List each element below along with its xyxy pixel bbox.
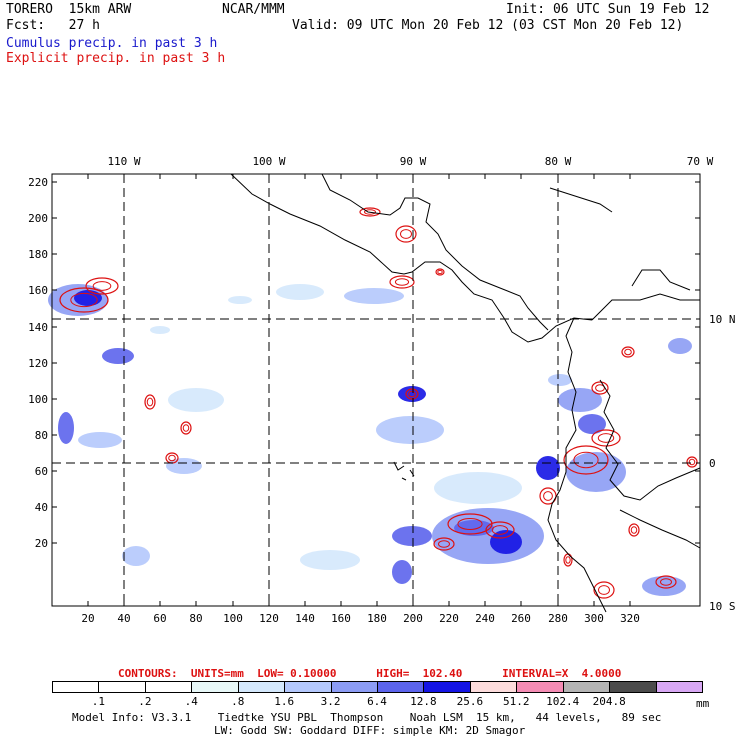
latitude-label: 10 S xyxy=(709,600,736,613)
colorbar-label: 25.6 xyxy=(456,695,484,708)
colorbar-label: .4 xyxy=(184,695,198,708)
x-tick-label: 140 xyxy=(295,612,315,625)
x-tick-label: 20 xyxy=(81,612,94,625)
colorbar-label: 3.2 xyxy=(320,695,341,708)
colorbar-label: .2 xyxy=(138,695,152,708)
y-tick-label: 20 xyxy=(35,537,48,550)
colorbar-label: 1.6 xyxy=(274,695,295,708)
colorbar-swatch xyxy=(609,681,657,693)
x-tick-label: 100 xyxy=(223,612,243,625)
longitude-label: 110 W xyxy=(107,155,140,168)
colorbar-swatch xyxy=(423,681,471,693)
cumulus-precip-shading xyxy=(48,284,692,596)
init-time: Init: 06 UTC Sun 19 Feb 12 xyxy=(506,2,710,17)
y-tick-label: 140 xyxy=(28,321,48,334)
x-tick-label: 220 xyxy=(439,612,459,625)
x-tick-label: 80 xyxy=(189,612,202,625)
y-tick-label: 180 xyxy=(28,248,48,261)
map-frame xyxy=(51,173,701,607)
colorbar-swatch xyxy=(516,681,564,693)
model-info: Model Info: V3.3.1 Tiedtke YSU PBL Thomp… xyxy=(72,711,662,724)
y-tick-label: 220 xyxy=(28,176,48,189)
longitude-label: 70 W xyxy=(687,155,714,168)
axis-ticks xyxy=(52,174,700,606)
y-tick-label: 120 xyxy=(28,357,48,370)
center-name: NCAR/MMM xyxy=(222,2,285,17)
colorbar-swatch xyxy=(191,681,239,693)
colorbar-swatch xyxy=(330,681,378,693)
y-tick-label: 40 xyxy=(35,501,48,514)
field-label-cumulus: Cumulus precip. in past 3 h xyxy=(6,36,218,51)
x-tick-label: 320 xyxy=(620,612,640,625)
x-tick-label: 300 xyxy=(584,612,604,625)
colorbar-label: 6.4 xyxy=(367,695,387,708)
colorbar-label: 51.2 xyxy=(503,695,530,708)
colorbar-swatch xyxy=(377,681,425,693)
colorbar-label: .8 xyxy=(231,695,245,708)
colorbar-label: 102.4 xyxy=(546,695,580,708)
colorbar-label: .1 xyxy=(91,695,106,708)
y-tick-label: 60 xyxy=(35,465,48,478)
forecast-hour: Fcst: 27 h xyxy=(6,18,100,33)
y-tick-label: 80 xyxy=(35,429,48,442)
colorbar-swatch xyxy=(52,681,100,693)
colorbar-swatch xyxy=(562,681,611,693)
colorbar-swatch xyxy=(144,681,193,693)
graticule xyxy=(52,174,700,606)
x-tick-label: 160 xyxy=(331,612,351,625)
colorbar-swatch xyxy=(655,681,703,693)
x-tick-label: 260 xyxy=(511,612,531,625)
explicit-precip-contours xyxy=(59,207,698,599)
longitude-label: 80 W xyxy=(545,155,572,168)
colorbar-label: 12.8 xyxy=(410,695,437,708)
model-physics: LW: Godd SW: Goddard DIFF: simple KM: 2D… xyxy=(214,724,526,737)
y-tick-label: 160 xyxy=(28,284,48,297)
y-tick-label: 100 xyxy=(28,393,48,406)
longitude-label: 100 W xyxy=(252,155,285,168)
x-tick-label: 200 xyxy=(403,612,423,625)
colorbar-label: 204.8 xyxy=(592,695,626,708)
colorbar-units: mm xyxy=(696,697,710,710)
colorbar-swatch xyxy=(469,681,518,693)
x-tick-label: 40 xyxy=(117,612,130,625)
x-tick-label: 280 xyxy=(548,612,568,625)
contour-info: CONTOURS: UNITS=mm LOW= 0.10000 HIGH= 10… xyxy=(118,667,622,680)
latitude-label: 10 N xyxy=(709,313,736,326)
field-label-explicit: Explicit precip. in past 3 h xyxy=(6,51,226,66)
longitude-label: 90 W xyxy=(400,155,427,168)
x-tick-label: 60 xyxy=(153,612,166,625)
x-tick-label: 120 xyxy=(259,612,279,625)
x-tick-label: 240 xyxy=(475,612,495,625)
colorbar-swatch xyxy=(237,681,286,693)
valid-time: Valid: 09 UTC Mon 20 Feb 12 (03 CST Mon … xyxy=(292,18,684,33)
x-tick-label: 180 xyxy=(367,612,387,625)
colorbar-swatch xyxy=(98,681,146,693)
axis-labels: 20 40 60 80 100 120 140 160 180 200 220 240 260 280 30… xyxy=(28,155,735,625)
colorbar-swatch xyxy=(284,681,332,693)
coastlines xyxy=(230,173,701,613)
latitude-label: 0 xyxy=(709,457,716,470)
y-tick-label: 200 xyxy=(28,212,48,225)
model-title: TORERO 15km ARW xyxy=(6,2,132,17)
